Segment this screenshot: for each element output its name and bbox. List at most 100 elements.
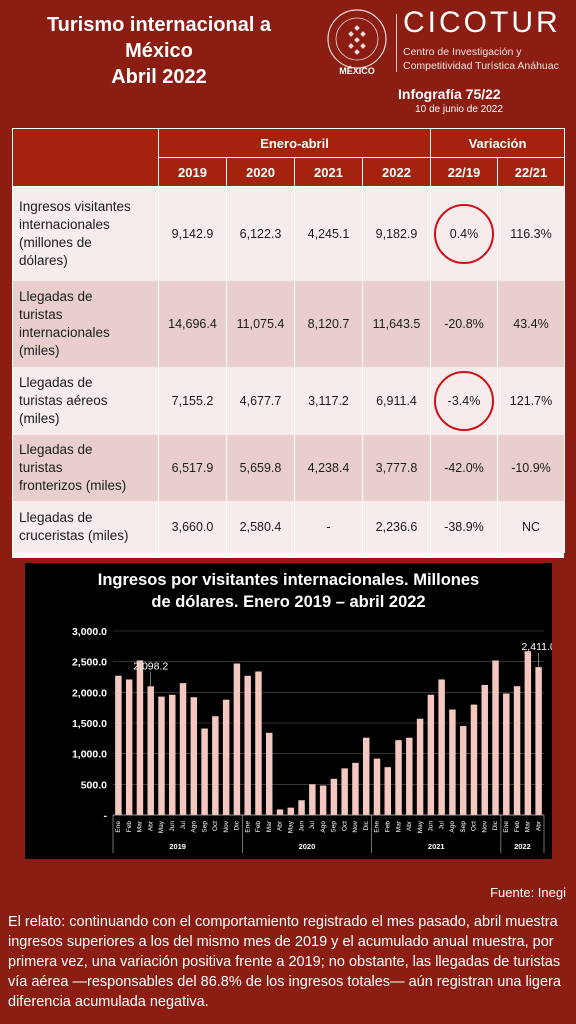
bar-chart: - 500.0 1,000.0 1,500.0 2,000.0 2,500.0 3,000.… bbox=[72, 626, 552, 853]
x-tick-label: Abr bbox=[147, 820, 154, 831]
year-label: 2019 bbox=[169, 842, 186, 851]
cell-value: 3,117.2 bbox=[308, 393, 349, 408]
table-cell: 4,245.1 bbox=[294, 186, 363, 281]
bar bbox=[503, 693, 510, 815]
row-label: Llegadas de turistas internacionales (miles… bbox=[12, 280, 159, 367]
row-label-line: fronterizos (miles) bbox=[19, 477, 127, 493]
narrative-text: El relato: continuando con el comportami… bbox=[8, 914, 561, 1010]
x-tick-label: Nov bbox=[223, 820, 230, 832]
title-line: Abril 2022 bbox=[111, 66, 207, 88]
source-note: Fuente: Inegi bbox=[490, 885, 566, 900]
bar bbox=[330, 778, 338, 815]
column-header: 22/19 bbox=[430, 157, 498, 187]
table-cell: NC bbox=[497, 500, 565, 553]
cell-value: 6,122.3 bbox=[239, 226, 282, 241]
bar bbox=[125, 679, 133, 815]
y-tick-label: 3,000.0 bbox=[72, 626, 107, 638]
table-cell: 11,643.5 bbox=[362, 280, 431, 367]
title-line: México bbox=[125, 40, 193, 62]
seal-label: MÉXICO bbox=[339, 66, 375, 76]
summary-table-container: Enero-abril Variación 2019 2020 2021 202… bbox=[12, 128, 565, 558]
title-line: Turismo internacional a bbox=[46, 14, 272, 36]
bar bbox=[244, 675, 251, 815]
x-tick-label: Ago bbox=[320, 821, 327, 833]
bar bbox=[513, 686, 521, 815]
table-body: Ingresos visitantes internacionales (millo… bbox=[12, 186, 565, 553]
bar bbox=[266, 732, 273, 815]
bar bbox=[147, 686, 154, 815]
publication-date: 10 de junio de 2022 bbox=[415, 104, 503, 115]
cell-value: 4,245.1 bbox=[307, 226, 350, 241]
table-row: Llegadas de turistas internacionales (miles… bbox=[12, 280, 565, 367]
row-label-line: Llegadas de bbox=[19, 509, 93, 525]
table-cell: 2,236.6 bbox=[362, 500, 431, 553]
table-cell: 3,117.2 bbox=[294, 366, 363, 435]
table-row: Ingresos visitantes internacionales (millo… bbox=[12, 186, 565, 281]
column-header: 2019 bbox=[158, 157, 227, 187]
x-tick-label: Abr bbox=[277, 820, 284, 831]
bar bbox=[169, 694, 176, 815]
row-label: Llegadas de turistas fronterizos (miles) bbox=[12, 434, 159, 501]
y-tick-label: 2,000.0 bbox=[72, 687, 107, 699]
x-tick-label: Sep bbox=[460, 821, 467, 833]
y-tick-label: 1,000.0 bbox=[72, 749, 107, 761]
university-seal-logo bbox=[327, 9, 387, 69]
bar bbox=[298, 800, 305, 815]
cell-value: 116.3% bbox=[510, 226, 552, 241]
bar bbox=[115, 675, 122, 815]
table-cell: 3,660.0 bbox=[158, 500, 227, 553]
table-cell: 43.4% bbox=[497, 280, 565, 367]
row-label-line: Llegadas de bbox=[19, 374, 93, 390]
bar bbox=[201, 728, 208, 815]
bar bbox=[373, 758, 381, 815]
year-label: 2020 bbox=[299, 842, 316, 851]
cell-value: -20.8% bbox=[444, 316, 484, 331]
x-tick-label: Jul bbox=[180, 820, 187, 829]
table-cell: 6,122.3 bbox=[226, 186, 295, 281]
bar bbox=[276, 809, 284, 815]
table-cell: -10.9% bbox=[497, 434, 565, 501]
table-cell: -20.8% bbox=[430, 280, 498, 367]
bar bbox=[470, 704, 478, 815]
x-tick-label: Ene bbox=[503, 821, 510, 833]
x-tick-label: May bbox=[158, 820, 165, 833]
bar bbox=[309, 784, 316, 815]
bar bbox=[158, 696, 165, 815]
bar bbox=[287, 807, 295, 815]
bar bbox=[481, 684, 488, 815]
bar bbox=[362, 737, 370, 815]
x-tick-label: May bbox=[288, 820, 295, 833]
table-cell: 121.7% bbox=[497, 366, 565, 435]
bar bbox=[492, 660, 499, 815]
divider bbox=[396, 14, 397, 72]
row-label-line: Llegadas de bbox=[19, 288, 93, 304]
group-header-period: Enero-abril bbox=[158, 128, 431, 158]
infographic-number: Infografía 75/22 bbox=[398, 86, 501, 102]
brand-name: CICOTUR bbox=[403, 6, 561, 39]
table-row: Llegadas de turistas aéreos (miles) 7,155.2… bbox=[12, 366, 565, 435]
table-row: Llegadas de turistas fronterizos (miles) 6,… bbox=[12, 434, 565, 501]
x-tick-label: Feb bbox=[514, 821, 521, 833]
row-label-line: (miles) bbox=[19, 410, 60, 426]
page-title: Turismo internacional a México Abril 202… bbox=[14, 12, 304, 90]
cell-value: 6,911.4 bbox=[376, 393, 417, 408]
row-label-line: turistas aéreos bbox=[19, 392, 108, 408]
y-tick-label: 500.0 bbox=[81, 779, 107, 791]
cell-value: 3,777.8 bbox=[375, 460, 418, 475]
group-header-variation: Variación bbox=[430, 128, 565, 158]
row-label-line: dólares) bbox=[19, 252, 68, 268]
x-tick-label: Feb bbox=[255, 821, 262, 833]
table-cell: - bbox=[294, 500, 363, 553]
bar bbox=[319, 785, 327, 815]
table-cell: -38.9% bbox=[430, 500, 498, 553]
row-label: Ingresos visitantes internacionales (millo… bbox=[12, 186, 159, 281]
table-cell: 9,182.9 bbox=[362, 186, 431, 281]
x-tick-label: Dic bbox=[234, 820, 241, 830]
x-tick-label: Mar bbox=[137, 820, 144, 832]
year-label: 2021 bbox=[428, 842, 445, 851]
cell-value: 11,075.4 bbox=[236, 316, 285, 331]
cell-value: -10.9% bbox=[511, 460, 551, 475]
table-cell: 0.4% bbox=[430, 186, 498, 281]
cell-value: NC bbox=[521, 519, 541, 534]
data-label: 2,411.0 bbox=[521, 641, 552, 653]
